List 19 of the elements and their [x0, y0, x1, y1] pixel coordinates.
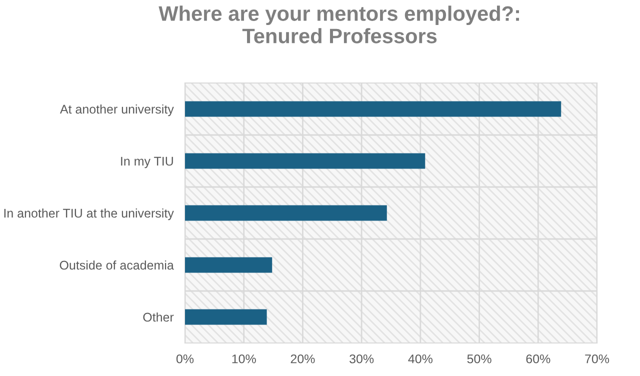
- y-tick-label: In my TIU: [121, 156, 173, 168]
- x-tick-label: 50%: [467, 354, 492, 364]
- chart-title: Where are your mentors employed?: Tenured Professors: [158, 6, 519, 44]
- x-tick-label: 70%: [585, 354, 610, 364]
- bar: [185, 205, 387, 221]
- y-tick-label: In another TIU at the university: [4, 208, 174, 220]
- x-tick-label: 60%: [526, 354, 550, 364]
- y-tick-label: At another university: [60, 104, 174, 116]
- x-tick-label: 10%: [232, 354, 256, 364]
- x-tick-label: 40%: [408, 354, 432, 364]
- y-tick-label: Outside of academia: [60, 260, 174, 270]
- bar: [185, 309, 267, 325]
- bar: [185, 257, 272, 273]
- x-tick-label: 20%: [290, 354, 315, 364]
- bar: [185, 101, 562, 117]
- y-tick-label: Other: [143, 312, 174, 322]
- x-tick-label: 0%: [176, 354, 194, 364]
- bar: [185, 153, 426, 169]
- x-tick-label: 30%: [350, 354, 374, 364]
